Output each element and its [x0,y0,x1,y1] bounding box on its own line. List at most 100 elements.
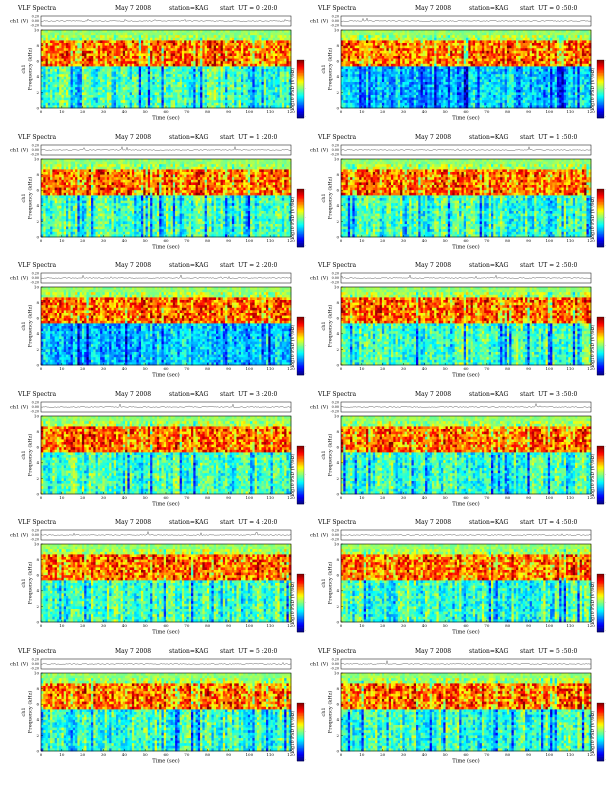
colorbar-label: log10 PSD (V²/Hz) [589,710,596,753]
time-tick-label: 100 [246,623,254,628]
time-tick-label: 0 [40,109,43,114]
time-tick-label: 100 [246,495,254,500]
freq-tick-label: 10 [334,284,340,289]
freq-axis-label: ch1Frequency (kHz) [21,176,34,219]
time-tick-label: 60 [463,109,469,114]
time-axis-label: Time (sec) [452,757,479,764]
colorbar [596,188,605,247]
colorbar [596,702,605,761]
start-ut-label: start UT = 0 :50:0 [520,4,577,13]
waveform-tick-label: 0.20 [32,529,39,533]
time-tick-label: 90 [526,623,532,628]
waveform-frame [340,529,592,541]
date-label: May 7 2008 [415,518,451,527]
start-ut-label: start UT = 1 :20:0 [220,133,277,142]
waveform-tick-label: -0.20 [331,409,339,413]
waveform-tick-label: -0.20 [31,24,39,28]
waveform-tick-label: 0.20 [32,15,39,19]
freq-tick-label: 10 [334,670,340,675]
waveform-tick-label: 0.20 [32,400,39,404]
freq-axis-label: ch1Frequency (kHz) [321,176,334,219]
time-axis-label: Time (sec) [152,757,179,764]
colorbar-label: log10 PSD (V²/Hz) [289,325,296,368]
spectrogram-panel: VLF Spectra May 7 2008 station=KAG start UT… [306,261,606,389]
spectrogram-image [41,415,292,494]
freq-tick-label: 2 [336,90,339,95]
freq-tick-label: 2 [336,218,339,223]
time-axis-label: Time (sec) [152,500,179,507]
time-tick-label: 110 [566,623,574,628]
waveform-trace [40,18,292,22]
time-tick-label: 100 [546,752,554,757]
freq-tick-label: 4 [36,717,39,722]
spectrogram-panel: VLF Spectra May 7 2008 station=KAG start UT… [6,4,306,132]
time-tick-label: 100 [246,109,254,114]
time-tick-label: 30 [401,495,407,500]
time-tick-label: 0 [340,752,343,757]
colorbar-tick-label: - [606,216,607,220]
time-tick-label: 10 [59,623,65,628]
colorbar-tick-label: - [606,573,607,577]
panel-header: VLF Spectra May 7 2008 station=KAG start UT… [306,4,606,13]
time-tick-label: 70 [484,752,490,757]
colorbar [296,316,305,376]
time-tick-label: 120 [587,752,595,757]
time-axis-label: Time (sec) [152,629,179,636]
spectrogram-image [341,544,592,623]
waveform-axis-label: ch1 (V) [10,532,28,539]
waveform-tick-label: 0.00 [332,276,339,280]
date-label: May 7 2008 [115,390,151,399]
time-tick-label: 10 [359,238,365,243]
freq-tick-label: 4 [36,203,39,208]
waveform-tick-label: -0.20 [331,281,339,285]
time-tick-label: 40 [422,238,428,243]
time-tick-label: 30 [101,366,107,371]
time-tick-label: 40 [422,109,428,114]
freq-tick-label: 6 [336,573,339,578]
freq-axis-label: ch1Frequency (kHz) [21,48,34,91]
time-tick-label: 70 [484,623,490,628]
title-label: VLF Spectra [18,518,56,527]
time-tick-label: 120 [287,109,295,114]
start-ut-label: start UT = 0 :20:0 [220,4,277,13]
time-axis-label: Time (sec) [452,243,479,250]
waveform-axis-label: ch1 (V) [10,146,28,153]
time-tick-label: 0 [40,366,43,371]
title-label: VLF Spectra [318,261,356,270]
waveform-trace [40,530,292,536]
time-tick-label: 40 [122,238,128,243]
waveform-tick-label: -0.20 [331,666,339,670]
time-tick-label: 60 [463,366,469,371]
time-tick-label: 80 [505,109,511,114]
start-ut-label: start UT = 3 :20:0 [220,390,277,399]
freq-tick-label: 8 [336,429,339,434]
colorbar [296,702,305,761]
time-tick-label: 100 [546,238,554,243]
colorbar [596,445,605,504]
colorbar-tick-label: - [306,629,307,633]
time-tick-label: 100 [546,495,554,500]
time-tick-label: 110 [266,623,274,628]
freq-tick-label: 6 [36,701,39,706]
freq-tick-label: 10 [34,27,40,32]
freq-tick-label: 0 [36,748,39,753]
time-tick-label: 70 [184,752,190,757]
time-tick-label: 20 [380,495,386,500]
start-ut-label: start UT = 5 :50:0 [520,647,577,656]
time-tick-label: 100 [546,109,554,114]
freq-tick-label: 6 [36,444,39,449]
freq-tick-label: 6 [336,444,339,449]
time-tick-label: 90 [226,366,232,371]
panel-header: VLF Spectra May 7 2008 station=KAG start UT… [6,647,306,656]
time-tick-label: 50 [143,623,149,628]
time-tick-label: 90 [226,495,232,500]
time-tick-label: 50 [443,109,449,114]
title-label: VLF Spectra [318,518,356,527]
freq-tick-label: 6 [36,59,39,64]
colorbar-tick-label: - [306,316,307,320]
time-tick-label: 30 [101,495,107,500]
time-axis-label: Time (sec) [152,243,179,250]
